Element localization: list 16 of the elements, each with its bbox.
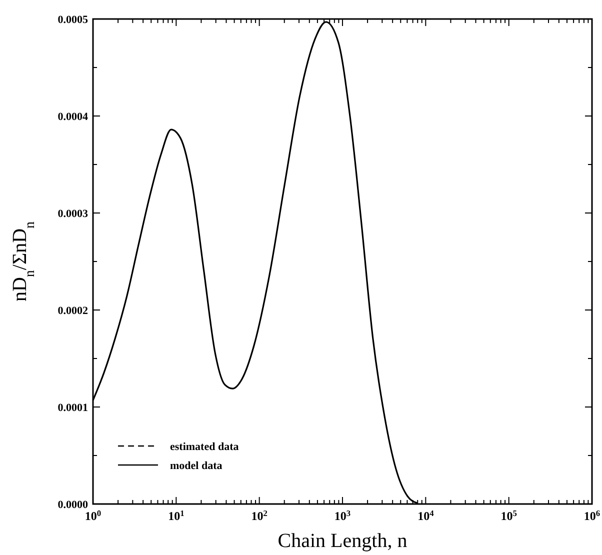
legend-label: estimated data: [170, 441, 240, 453]
x-tick-label: 10$^{5}$: [500, 508, 517, 523]
x-tick-label: 10$^{3}$: [334, 508, 351, 523]
y-tick-label: 0.0003: [58, 208, 88, 220]
x-tick-label: 10$^{2}$: [251, 508, 268, 523]
x-axis-title: Chain Length, n: [278, 530, 408, 552]
y-tick-label: 0.0002: [58, 305, 88, 317]
y-tick-label: 0.0000: [58, 499, 88, 511]
y-tick-label: 0.0004: [58, 111, 88, 123]
legend-label: model data: [170, 460, 223, 472]
x-tick-label: 10$^{1}$: [168, 508, 184, 523]
x-tick-label: 10$^{4}$: [418, 508, 435, 523]
y-tick-label: 0.0005: [58, 14, 88, 26]
x-tick-label: 10$^{0}$: [84, 508, 102, 523]
x-tick-label: 10$^{6}$: [584, 508, 600, 523]
y-tick-label: 0.0001: [58, 402, 88, 414]
